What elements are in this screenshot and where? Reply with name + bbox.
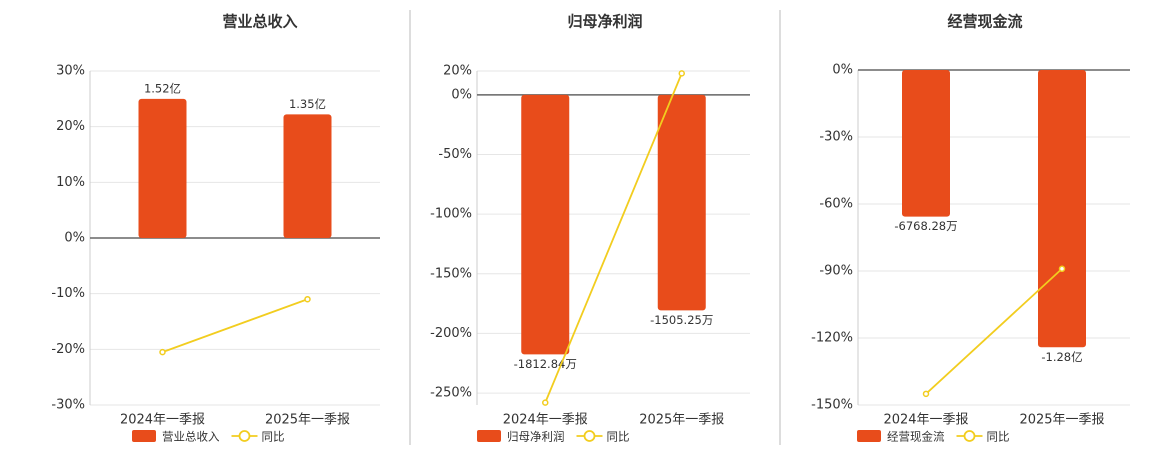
bar — [138, 98, 187, 238]
value-label: 1.52亿 — [144, 81, 181, 95]
legend-label: 归母净利润 — [507, 430, 565, 444]
y-tick-label: -20% — [51, 342, 85, 357]
y-tick-label: -60% — [819, 197, 853, 212]
x-tick-label: 2025年一季报 — [639, 413, 724, 428]
value-label: -1505.25万 — [650, 313, 713, 327]
y-tick-label: -150% — [430, 266, 472, 281]
point — [678, 70, 685, 77]
chart-title: 营业总收入 — [222, 13, 297, 31]
value-label: -6768.28万 — [894, 219, 957, 233]
line — [162, 298, 308, 353]
chart-title: 归母净利润 — [567, 13, 642, 31]
legend-swatch — [857, 430, 881, 442]
legend-label: 同比 — [607, 430, 630, 444]
bar — [1038, 70, 1086, 348]
legend-label: 经营现金流 — [887, 430, 945, 444]
bar — [283, 114, 332, 238]
legend-label: 同比 — [987, 430, 1010, 444]
line — [544, 73, 683, 403]
y-tick-label: -120% — [811, 331, 853, 346]
y-tick-label: 0% — [451, 87, 472, 102]
point — [159, 348, 166, 356]
y-tick-label: 0% — [832, 63, 853, 78]
y-tick-label: 20% — [56, 119, 85, 134]
point — [922, 390, 930, 398]
legend-label: 同比 — [262, 430, 285, 444]
value-label: 1.35亿 — [289, 97, 326, 111]
y-tick-label: -30% — [51, 398, 85, 413]
chart-title: 经营现金流 — [947, 13, 1022, 31]
y-tick-label: -10% — [51, 286, 85, 301]
y-tick-label: 10% — [56, 175, 85, 190]
y-tick-label: -50% — [438, 147, 472, 162]
legend-label: 营业总收入 — [162, 430, 220, 444]
value-label: -1.28亿 — [1041, 350, 1082, 364]
y-tick-label: -200% — [430, 326, 472, 341]
x-tick-label: 2024年一季报 — [883, 413, 968, 428]
line — [925, 268, 1063, 395]
y-tick-label: 30% — [56, 64, 85, 79]
y-tick-label: -90% — [819, 264, 853, 279]
y-tick-label: -250% — [430, 386, 472, 401]
point — [542, 399, 549, 406]
y-tick-label: -100% — [430, 207, 472, 222]
x-tick-label: 2024年一季报 — [503, 413, 588, 428]
bar — [902, 70, 950, 217]
bar — [521, 94, 570, 355]
point — [304, 295, 311, 303]
y-tick-label: 20% — [443, 64, 472, 79]
y-tick-label: -150% — [811, 398, 853, 413]
x-tick-label: 2024年一季报 — [120, 413, 205, 428]
y-tick-label: 0% — [64, 231, 85, 246]
legend-swatch — [477, 430, 501, 442]
x-tick-label: 2025年一季报 — [265, 413, 350, 428]
legend-swatch — [963, 430, 976, 442]
value-label: -1812.84万 — [514, 357, 577, 371]
legend-swatch — [583, 430, 596, 442]
legend-swatch — [238, 430, 251, 442]
y-tick-label: -30% — [819, 130, 853, 145]
legend-swatch — [132, 430, 156, 442]
point — [1058, 265, 1066, 273]
bar — [657, 94, 706, 311]
x-tick-label: 2025年一季报 — [1019, 413, 1104, 428]
